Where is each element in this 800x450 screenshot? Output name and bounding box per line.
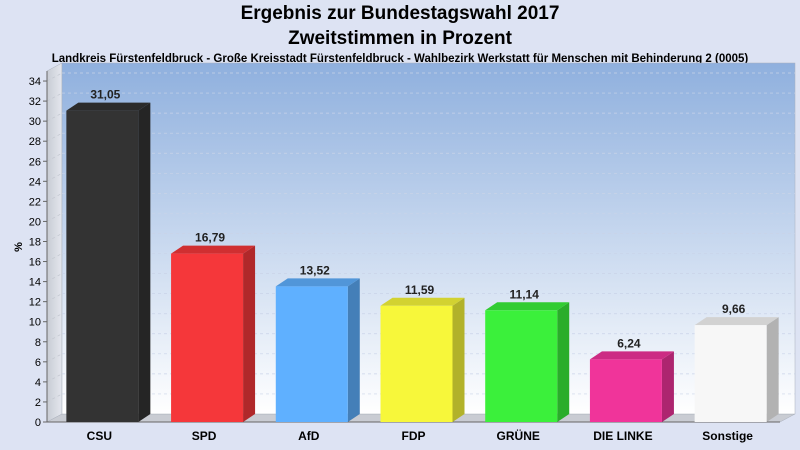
bar-side <box>766 317 779 422</box>
y-tick-label: 18 <box>29 236 41 248</box>
bar <box>485 302 570 422</box>
y-tick-label: 26 <box>29 156 41 168</box>
gridline-side <box>46 393 63 403</box>
bar-front <box>66 110 139 422</box>
y-tick-label: 10 <box>29 317 41 329</box>
x-tick-label: AfD <box>298 429 320 443</box>
bar-top <box>694 317 779 326</box>
data-label: 31,05 <box>90 88 120 102</box>
y-tick-label: 32 <box>29 96 41 108</box>
x-tick-label: FDP <box>402 429 426 443</box>
y-tick-label: 22 <box>29 196 41 208</box>
data-label: 16,79 <box>195 231 225 245</box>
gridline-side <box>46 173 63 182</box>
bar-front <box>694 325 767 422</box>
data-label: 11,59 <box>405 283 435 297</box>
y-tick-label: 14 <box>29 277 41 289</box>
x-tick-label: GRÜNE <box>497 428 540 443</box>
bar-top <box>589 351 674 360</box>
bar <box>171 245 256 422</box>
bar-front <box>589 359 662 422</box>
gridline-side <box>46 253 63 262</box>
y-tick-label: 24 <box>29 176 41 188</box>
gridline-side <box>46 213 63 222</box>
x-tick-label: CSU <box>87 429 112 443</box>
gridline-side <box>46 373 63 383</box>
bar-front <box>380 305 453 422</box>
x-tick-label: SPD <box>192 429 217 443</box>
chart-subtitle: Zweitstimmen in Prozent <box>288 28 512 49</box>
y-tick-label: 8 <box>35 337 41 349</box>
y-tick-label: 34 <box>29 76 41 88</box>
bar-front <box>171 253 244 422</box>
bar <box>66 102 151 422</box>
y-tick-label: 0 <box>35 417 41 429</box>
y-tick-label: 28 <box>29 136 41 148</box>
gridline-side <box>46 293 63 302</box>
bar-side <box>243 245 256 422</box>
gridline-side <box>46 112 63 122</box>
bar-side <box>138 102 151 422</box>
chart-title: Ergebnis zur Bundestagswahl 2017 <box>240 3 560 24</box>
bar <box>694 317 779 422</box>
bar <box>589 351 674 422</box>
y-tick-label: 16 <box>29 257 41 269</box>
gridline-side <box>46 333 63 343</box>
gridline-side <box>46 132 63 142</box>
bar-top <box>485 302 570 311</box>
gridline-side <box>46 193 63 202</box>
gridline-side <box>46 313 63 323</box>
chart-caption: Landkreis Fürstenfeldbruck - Große Kreis… <box>51 53 749 65</box>
y-tick-label: 20 <box>29 216 41 228</box>
bar-side <box>347 278 360 422</box>
y-tick-label: 30 <box>29 116 41 128</box>
bar-top <box>66 102 151 111</box>
gridline-side <box>46 72 63 82</box>
y-tick-label: 12 <box>29 297 41 309</box>
gridline-side <box>46 92 63 102</box>
bar-top <box>380 297 465 306</box>
y-tick-label: 2 <box>35 397 41 409</box>
bar-front <box>275 286 348 422</box>
data-label: 6,24 <box>617 336 641 350</box>
y-axis-label: % <box>13 242 25 252</box>
gridline-side <box>46 273 63 282</box>
gridline-side <box>46 233 63 242</box>
bar-front <box>485 310 558 422</box>
bar <box>275 278 360 422</box>
data-label: 11,14 <box>510 287 540 301</box>
x-tick-label: DIE LINKE <box>593 429 652 443</box>
y-tick-label: 4 <box>35 377 41 389</box>
gridline-side <box>46 152 63 162</box>
bar-top <box>171 245 256 254</box>
bar-side <box>661 351 674 422</box>
y-tick-label: 6 <box>35 357 41 369</box>
data-label: 13,52 <box>300 263 330 277</box>
data-label: 9,66 <box>722 302 746 316</box>
bar-side <box>557 302 570 422</box>
bar-side <box>452 297 465 422</box>
bar <box>380 297 465 422</box>
x-tick-label: Sonstige <box>702 429 753 443</box>
bar-top <box>275 278 360 287</box>
gridline-side <box>46 353 63 363</box>
